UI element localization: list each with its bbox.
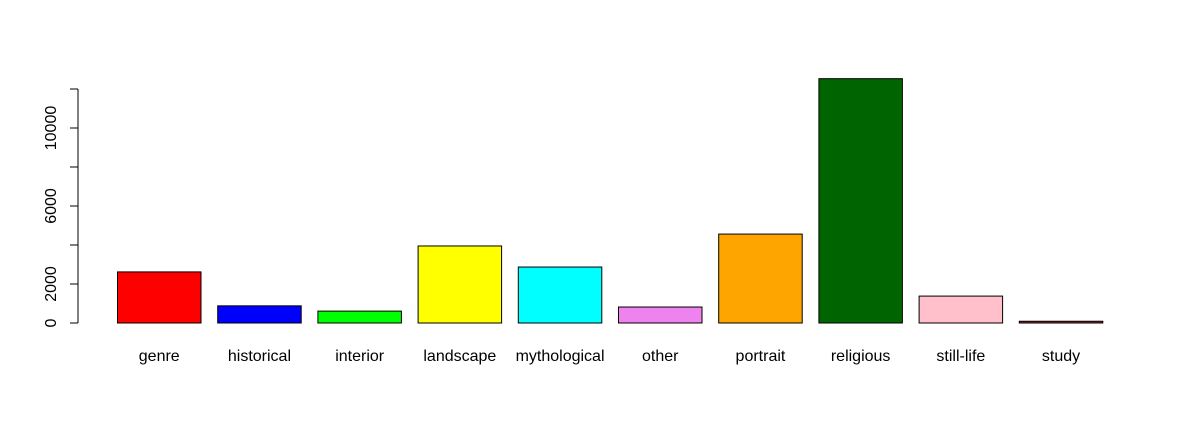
- y-tick-label: 0: [43, 318, 60, 327]
- x-tick-label: interior: [335, 348, 385, 365]
- bar-historical: [217, 305, 302, 324]
- x-tick-label: portrait: [736, 348, 786, 365]
- bar-interior: [317, 310, 402, 324]
- bars-group: [117, 78, 1104, 324]
- x-tick-label: landscape: [423, 348, 496, 365]
- x-tick-label: study: [1042, 348, 1080, 365]
- x-tick-label: still-life: [936, 348, 985, 365]
- x-tick-label: other: [642, 348, 679, 365]
- x-tick-label: genre: [139, 348, 180, 365]
- x-tick-label: religious: [831, 348, 891, 365]
- x-tick-label: mythological: [516, 348, 605, 365]
- y-tick-label: 2000: [43, 266, 60, 302]
- x-tick-label: historical: [228, 348, 291, 365]
- y-axis: 0 2000 6000 10000: [43, 88, 79, 327]
- y-tick-label: 6000: [43, 188, 60, 224]
- bar-portrait: [718, 233, 803, 324]
- bar-still-life: [918, 295, 1004, 324]
- bar-religious: [818, 78, 903, 324]
- x-axis-labels: genre historical interior landscape mytholog…: [139, 348, 1080, 365]
- y-tick-label: 10000: [43, 106, 60, 151]
- bar-study: [1018, 320, 1104, 324]
- bar-landscape: [417, 245, 503, 324]
- bar-genre: [117, 271, 202, 324]
- bar-mythological: [517, 266, 603, 324]
- bar-other: [618, 306, 703, 324]
